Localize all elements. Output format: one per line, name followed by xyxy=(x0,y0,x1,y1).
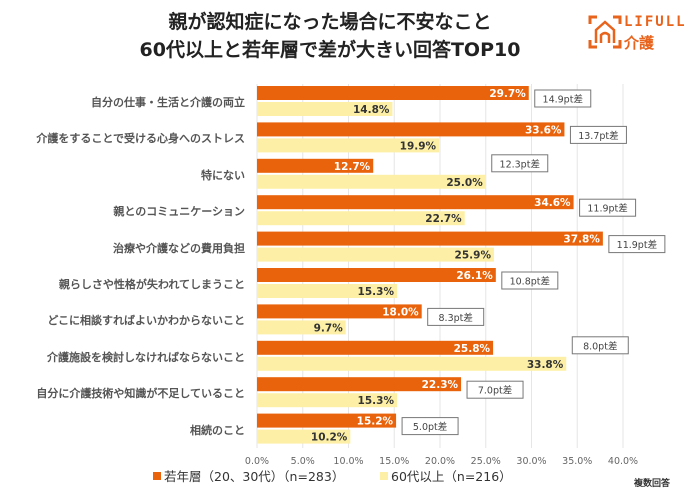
x-axis-ticks: 0.0% 5.0% 10.0% 15.0% 20.0% 25.0% 30.0% 35.0% 40… xyxy=(245,456,638,467)
logo-text: LIFULL xyxy=(624,14,687,30)
data-label-senior: 9.7% xyxy=(314,322,344,334)
category-label: 介護施設を検討しなければならないこと xyxy=(47,350,245,364)
difference-box xyxy=(501,271,559,290)
difference-box xyxy=(571,336,629,355)
category-label: 相続のこと xyxy=(190,423,245,437)
bar-senior xyxy=(257,393,397,408)
difference-label: 12.3pt差 xyxy=(500,158,540,170)
data-label-young: 25.8% xyxy=(454,343,491,355)
chart-title-line1: 親が認知症になった場合に不安なこと xyxy=(168,11,492,33)
data-label-senior: 33.8% xyxy=(527,359,564,371)
bar-senior xyxy=(257,356,567,371)
data-label-young: 33.6% xyxy=(525,124,562,136)
data-label-young: 26.1% xyxy=(456,270,493,282)
difference-label: 13.7pt差 xyxy=(578,130,618,142)
category-label: 自分に介護技術や知識が不足していること xyxy=(36,387,245,401)
difference-box xyxy=(569,125,627,144)
logo-kanji: 介護 xyxy=(624,34,655,52)
legend-label-senior: 60代以上（n=216） xyxy=(391,469,512,484)
data-label-senior: 25.0% xyxy=(446,177,483,189)
data-label-young: 18.0% xyxy=(382,306,419,318)
bar-young xyxy=(257,304,422,319)
bar-young xyxy=(257,413,397,428)
x-tick-label: 35.0% xyxy=(562,456,592,467)
category-label: 介護をすることで受ける心身へのストレス xyxy=(36,132,245,146)
data-label-young: 34.6% xyxy=(534,197,571,209)
legend-item-senior: 60代以上（n=216） xyxy=(380,466,512,485)
difference-label: 7.0pt差 xyxy=(478,385,512,397)
bar-senior xyxy=(257,102,393,116)
bar-senior xyxy=(257,320,346,335)
data-label-senior: 10.2% xyxy=(311,432,348,444)
difference-label: 5.0pt差 xyxy=(413,421,447,433)
category-label: 自分の仕事・生活と介護の両立 xyxy=(91,96,245,109)
data-label-young: 15.2% xyxy=(357,416,394,428)
chart-title-line2: 60代以上と若年層で差が大きい回答TOP10 xyxy=(139,39,521,61)
difference-box xyxy=(427,307,485,326)
legend-swatch-young xyxy=(153,472,161,480)
data-label-senior: 25.9% xyxy=(455,250,492,262)
bar-young xyxy=(257,377,462,392)
difference-box xyxy=(466,380,524,399)
difference-label: 10.8pt差 xyxy=(510,276,550,288)
data-label-senior: 14.8% xyxy=(353,104,390,116)
bar-senior xyxy=(257,174,486,189)
house-icon xyxy=(588,15,622,49)
x-tick-label: 0.0% xyxy=(245,456,269,467)
data-label-young: 29.7% xyxy=(489,88,526,100)
data-label-young: 37.8% xyxy=(563,234,600,246)
bar-senior xyxy=(257,138,440,153)
category-label: 治療や介護などの費用負担 xyxy=(113,241,245,255)
bar-young xyxy=(257,231,603,246)
data-label-young: 12.7% xyxy=(334,161,371,173)
difference-label: 11.9pt差 xyxy=(617,239,657,251)
bar-senior xyxy=(257,284,397,298)
data-label-senior: 15.3% xyxy=(358,395,395,407)
difference-label: 11.9pt差 xyxy=(587,203,627,215)
legend-label-young: 若年層（20、30代）（n=283） xyxy=(164,469,345,484)
data-label-senior: 19.9% xyxy=(400,140,437,152)
bar-senior xyxy=(257,247,494,262)
bar-young xyxy=(257,268,496,282)
lifull-logo: LIFULL 介護 xyxy=(588,12,698,52)
x-tick-label: 15.0% xyxy=(379,456,409,467)
legend-item-young: 若年層（20、30代）（n=283） xyxy=(153,466,344,485)
category-label: 親とのコミュニケーション xyxy=(113,205,245,219)
x-tick-label: 10.0% xyxy=(333,456,363,467)
x-tick-label: 25.0% xyxy=(471,456,501,467)
bar-senior xyxy=(257,429,351,444)
bar-senior xyxy=(257,211,465,226)
difference-box xyxy=(491,154,549,173)
bar-young xyxy=(257,340,494,355)
x-tick-label: 40.0% xyxy=(608,456,638,467)
difference-label: 8.0pt差 xyxy=(583,340,617,352)
difference-box xyxy=(608,235,666,254)
difference-box xyxy=(534,89,592,108)
difference-label: 8.3pt差 xyxy=(439,312,473,324)
difference-box xyxy=(401,417,459,436)
x-tick-label: 30.0% xyxy=(516,456,546,467)
data-label-senior: 22.7% xyxy=(425,213,462,225)
category-label: 親らしさや性格が失われてしまうこと xyxy=(58,278,245,291)
category-label: 特にない xyxy=(201,168,245,182)
difference-label: 14.9pt差 xyxy=(543,94,583,106)
multiple-answer-note: 複数回答 xyxy=(634,479,671,489)
legend-swatch-senior xyxy=(380,472,388,480)
category-label: どこに相談すればよいかわからないこと xyxy=(47,314,245,328)
x-tick-label: 20.0% xyxy=(425,456,455,467)
difference-box xyxy=(579,198,637,217)
data-label-young: 22.3% xyxy=(422,379,459,391)
bar-young xyxy=(257,158,374,173)
bar-young xyxy=(257,195,574,210)
bar-young xyxy=(257,86,529,100)
x-tick-label: 5.0% xyxy=(291,456,315,467)
bars: 29.7% 14.8% 14.9pt差 33.6% 19.9% 13.7pt差 12.7% 2… xyxy=(257,86,666,444)
data-label-senior: 15.3% xyxy=(358,286,395,298)
bar-young xyxy=(257,122,565,137)
